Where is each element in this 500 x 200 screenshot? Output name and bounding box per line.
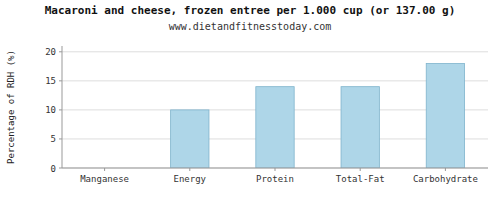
x-tick-label: Manganese xyxy=(80,174,129,184)
x-tick-label: Carbohydrate xyxy=(413,174,478,184)
x-tick-label: Protein xyxy=(256,174,294,184)
y-tick-label: 20 xyxy=(45,47,56,57)
y-tick-label: 15 xyxy=(45,76,56,86)
grid-line xyxy=(62,51,488,52)
y-axis-line xyxy=(62,46,63,168)
y-tick-label: 5 xyxy=(51,134,56,144)
grid-line xyxy=(62,80,488,81)
x-tick xyxy=(189,168,190,171)
bars xyxy=(171,63,465,168)
bar xyxy=(256,87,294,168)
bar xyxy=(341,87,379,168)
x-tick-label: Total-Fat xyxy=(336,174,385,184)
chart-svg: Macaroni and cheese, frozen entree per 1… xyxy=(0,0,500,200)
bar xyxy=(171,110,209,168)
x-tick xyxy=(275,168,276,171)
subtitle: www.dietandfitnesstoday.com xyxy=(169,21,332,32)
x-tick xyxy=(360,168,361,171)
x-tick xyxy=(445,168,446,171)
y-tick-label: 0 xyxy=(51,164,56,174)
chart-container: Macaroni and cheese, frozen entree per 1… xyxy=(0,0,500,200)
bar xyxy=(426,63,464,168)
x-tick xyxy=(104,168,105,171)
y-tick-label: 10 xyxy=(45,105,56,115)
y-grid xyxy=(62,52,488,168)
y-axis-label: Percentage of RDH (%) xyxy=(6,50,16,164)
title: Macaroni and cheese, frozen entree per 1… xyxy=(45,4,456,17)
x-tick-label: Energy xyxy=(174,174,207,184)
